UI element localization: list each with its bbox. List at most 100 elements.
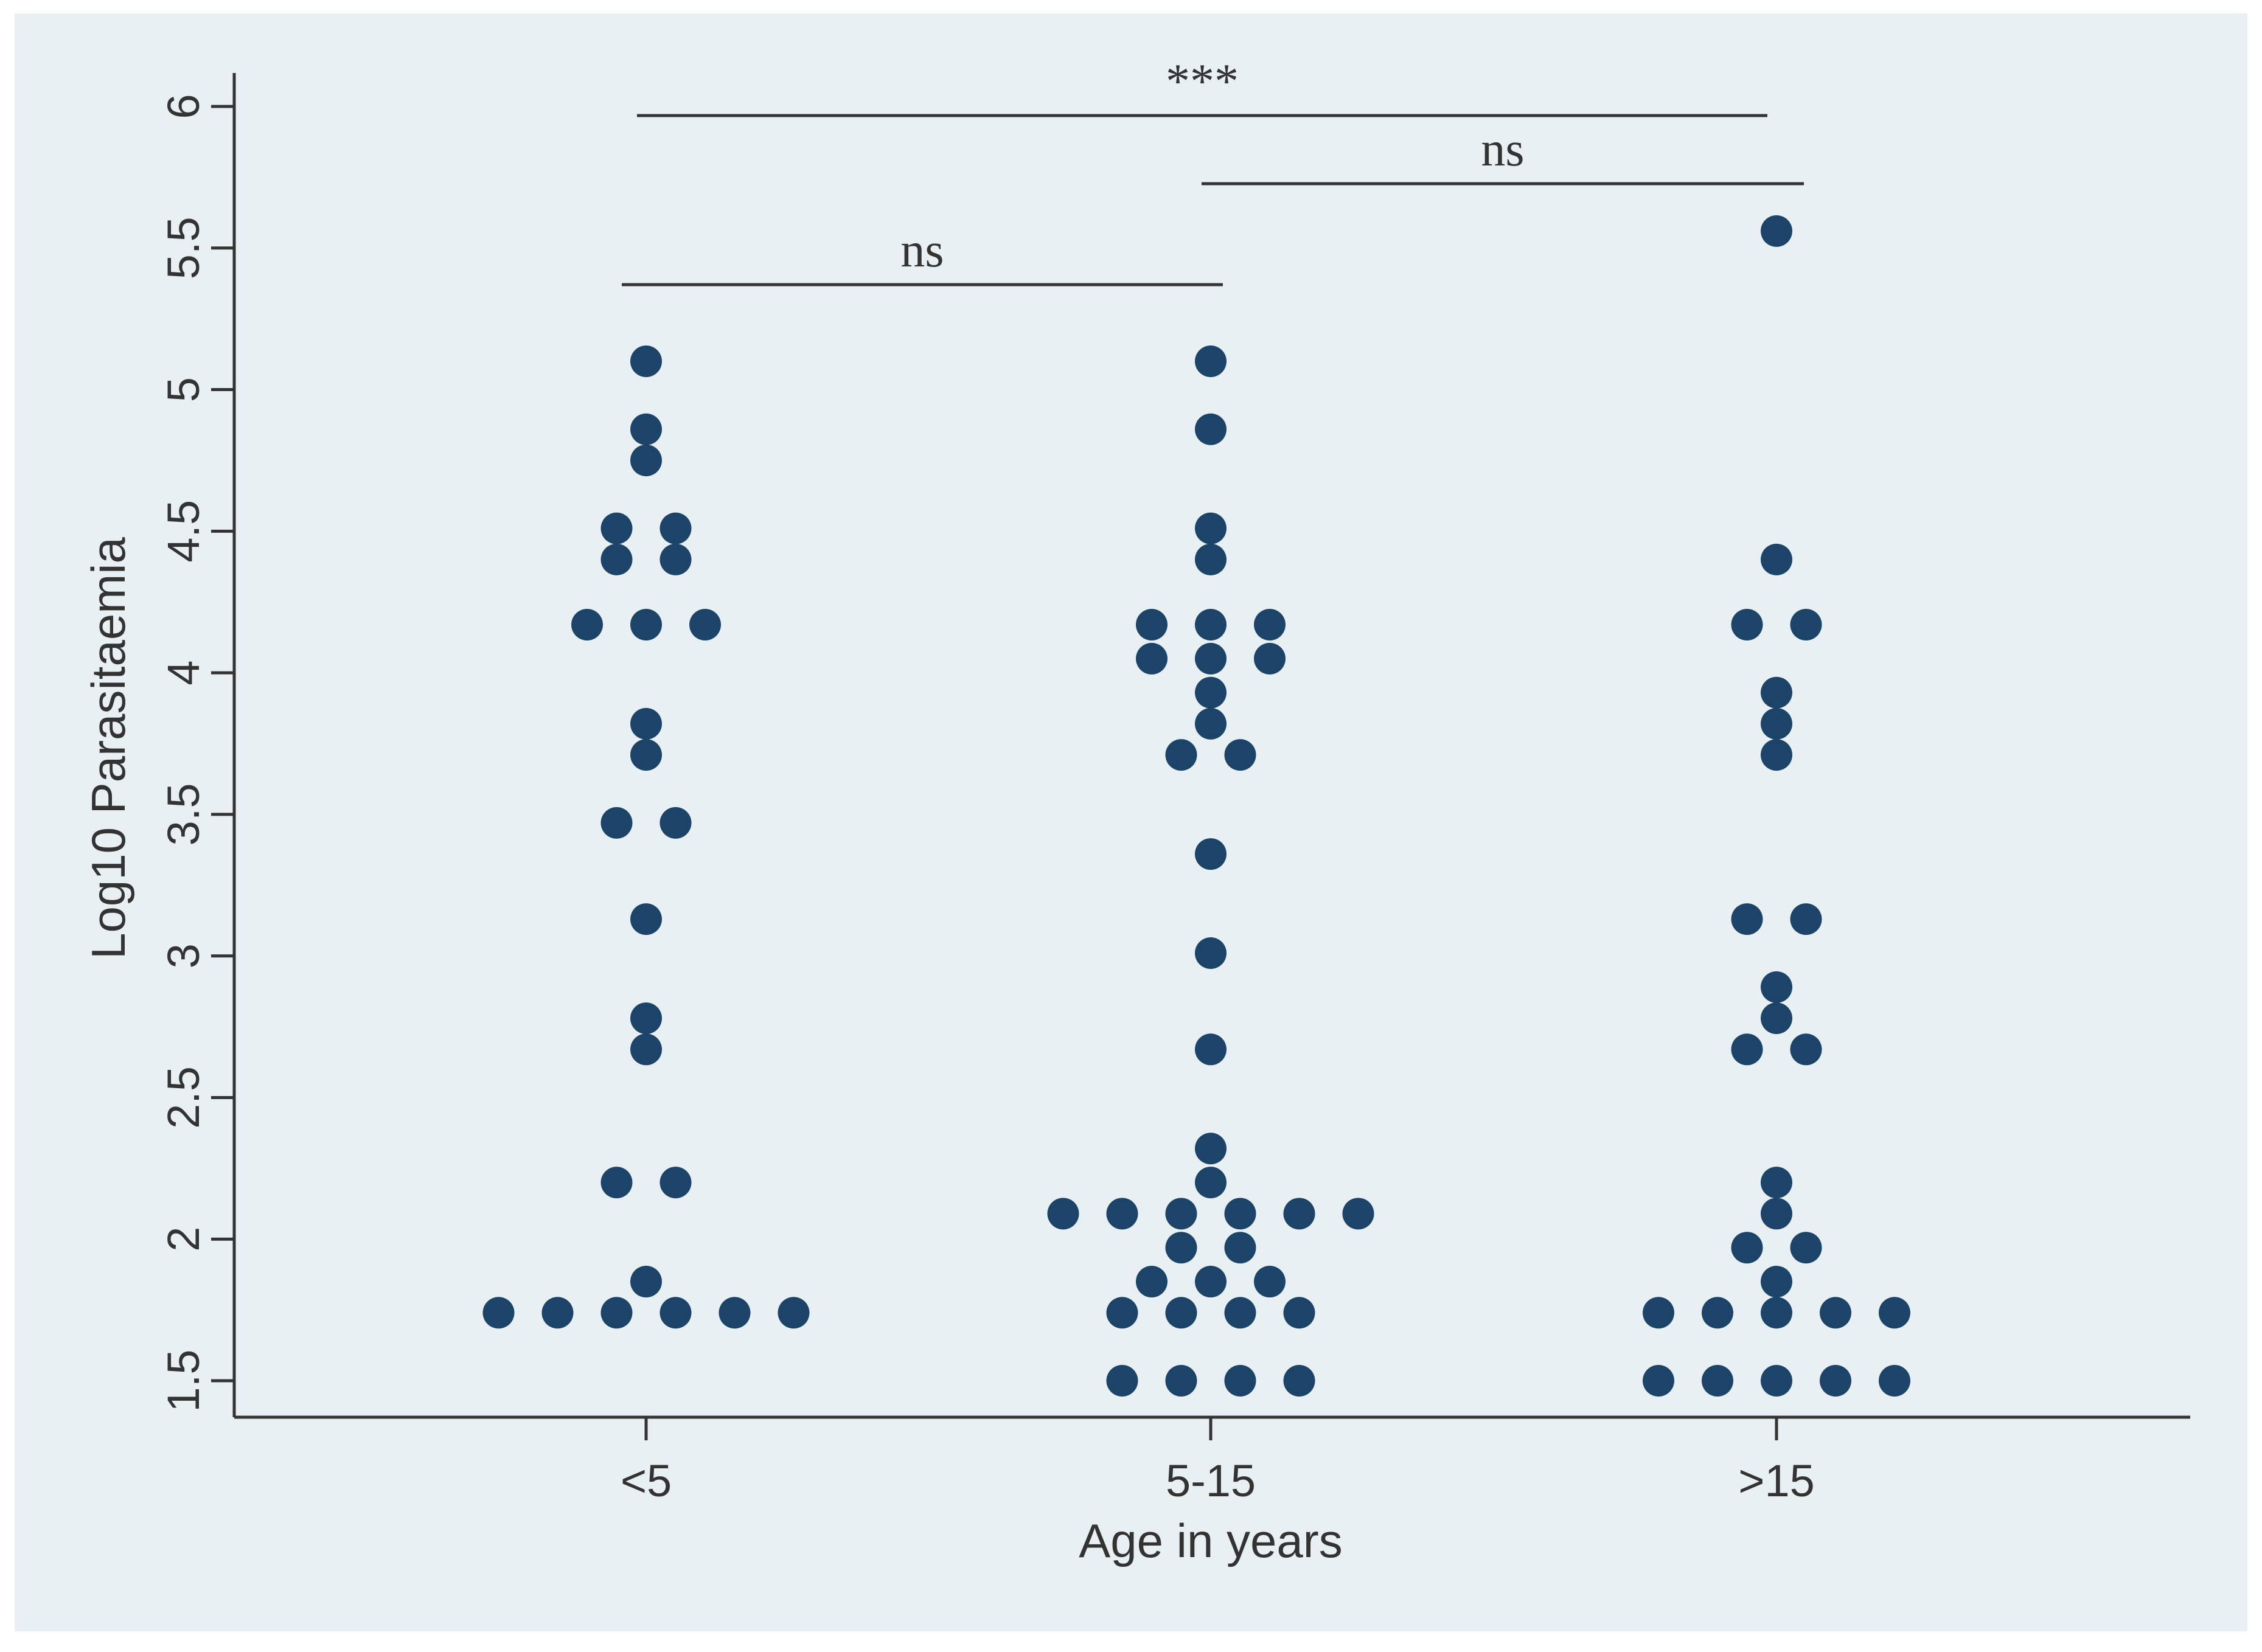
data-point <box>1136 642 1168 675</box>
data-point <box>1195 1167 1227 1199</box>
data-point <box>659 543 692 575</box>
data-point <box>1224 739 1256 771</box>
y-tick-label: 4.5 <box>158 500 209 563</box>
data-point <box>1106 1198 1138 1230</box>
data-point <box>1195 642 1227 675</box>
significance-label: ns <box>900 224 944 277</box>
data-point <box>1761 1297 1792 1329</box>
data-point <box>659 1297 692 1329</box>
data-point <box>1761 215 1792 247</box>
data-point <box>1254 642 1286 675</box>
data-point <box>630 1033 662 1066</box>
data-point <box>630 1266 662 1298</box>
x-tick-label: <5 <box>621 1456 672 1506</box>
data-point <box>1195 1133 1227 1165</box>
data-point <box>1254 1266 1286 1298</box>
y-tick-label: 5.5 <box>158 217 209 279</box>
data-point <box>1283 1365 1315 1397</box>
x-tick-label: 5-15 <box>1166 1456 1256 1506</box>
significance-label: *** <box>1166 55 1239 108</box>
data-point <box>1195 608 1227 640</box>
data-point <box>1195 937 1227 970</box>
data-point <box>1283 1297 1315 1329</box>
x-axis-title: Age in years <box>1079 1514 1343 1567</box>
y-axis-title: Log10 Parasitaemia <box>82 536 135 959</box>
y-tick-label: 3 <box>158 943 209 968</box>
data-point <box>1195 1266 1227 1298</box>
data-point <box>1165 1297 1197 1329</box>
data-point <box>482 1297 515 1329</box>
axes: 1.5 2 2.5 3 3.5 4 4.5 5 5.5 6 <5 5-15 >15 <box>158 73 2190 1506</box>
data-point <box>1761 707 1792 740</box>
data-point <box>1195 1033 1227 1066</box>
data-point <box>600 807 633 839</box>
data-point <box>571 608 603 640</box>
data-point <box>1879 1365 1910 1397</box>
data-point <box>1254 608 1286 640</box>
data-point <box>1761 1198 1792 1230</box>
data-point <box>1731 903 1763 935</box>
data-point <box>630 739 662 771</box>
data-point <box>1195 345 1227 377</box>
data-point <box>1761 1266 1792 1298</box>
data-point <box>1761 739 1792 771</box>
data-point <box>1283 1198 1315 1230</box>
data-point <box>1790 903 1822 935</box>
data-point <box>659 1167 692 1199</box>
data-point <box>1702 1365 1733 1397</box>
data-point <box>1761 971 1792 1003</box>
y-tick-label: 4 <box>158 661 209 685</box>
data-point <box>630 444 662 476</box>
data-point <box>719 1297 751 1329</box>
data-point <box>1790 1232 1822 1264</box>
data-point <box>1224 1365 1256 1397</box>
data-point <box>1761 1365 1792 1397</box>
data-point <box>630 903 662 935</box>
data-point <box>1106 1297 1138 1329</box>
data-point <box>600 1297 633 1329</box>
data-point <box>778 1297 810 1329</box>
data-point <box>1702 1297 1733 1329</box>
data-point <box>659 807 692 839</box>
data-point <box>1195 543 1227 575</box>
x-tick-label: >15 <box>1738 1456 1815 1506</box>
data-point <box>1195 512 1227 544</box>
y-tick-label: 5 <box>158 377 209 402</box>
data-point <box>1195 413 1227 445</box>
y-tick-label: 2.5 <box>158 1066 209 1129</box>
data-point <box>1165 1198 1197 1230</box>
data-point <box>1195 838 1227 870</box>
data-point <box>630 707 662 740</box>
data-point <box>1820 1297 1851 1329</box>
data-point <box>1136 1266 1168 1298</box>
data-points <box>482 215 1910 1397</box>
data-point <box>689 608 721 640</box>
data-point <box>1643 1297 1674 1329</box>
data-point <box>1761 1002 1792 1035</box>
data-point <box>600 512 633 544</box>
data-point <box>1879 1297 1910 1329</box>
data-point <box>1731 1033 1763 1066</box>
y-tick-label: 6 <box>158 94 209 119</box>
data-point <box>630 345 662 377</box>
data-point <box>600 1167 633 1199</box>
data-point <box>1761 543 1792 575</box>
data-point <box>1643 1365 1674 1397</box>
data-point <box>1761 1167 1792 1199</box>
data-point <box>1047 1198 1079 1230</box>
data-point <box>1790 608 1822 640</box>
data-point <box>1136 608 1168 640</box>
data-point <box>659 512 692 544</box>
data-point <box>630 1002 662 1035</box>
significance-label: ns <box>1481 123 1524 176</box>
data-point <box>630 413 662 445</box>
data-point <box>1224 1232 1256 1264</box>
data-point <box>1342 1198 1374 1230</box>
data-point <box>630 608 662 640</box>
data-point <box>1106 1365 1138 1397</box>
data-point <box>1224 1297 1256 1329</box>
data-point <box>1165 1232 1197 1264</box>
data-point <box>1195 676 1227 709</box>
data-point <box>541 1297 574 1329</box>
data-point <box>1224 1198 1256 1230</box>
